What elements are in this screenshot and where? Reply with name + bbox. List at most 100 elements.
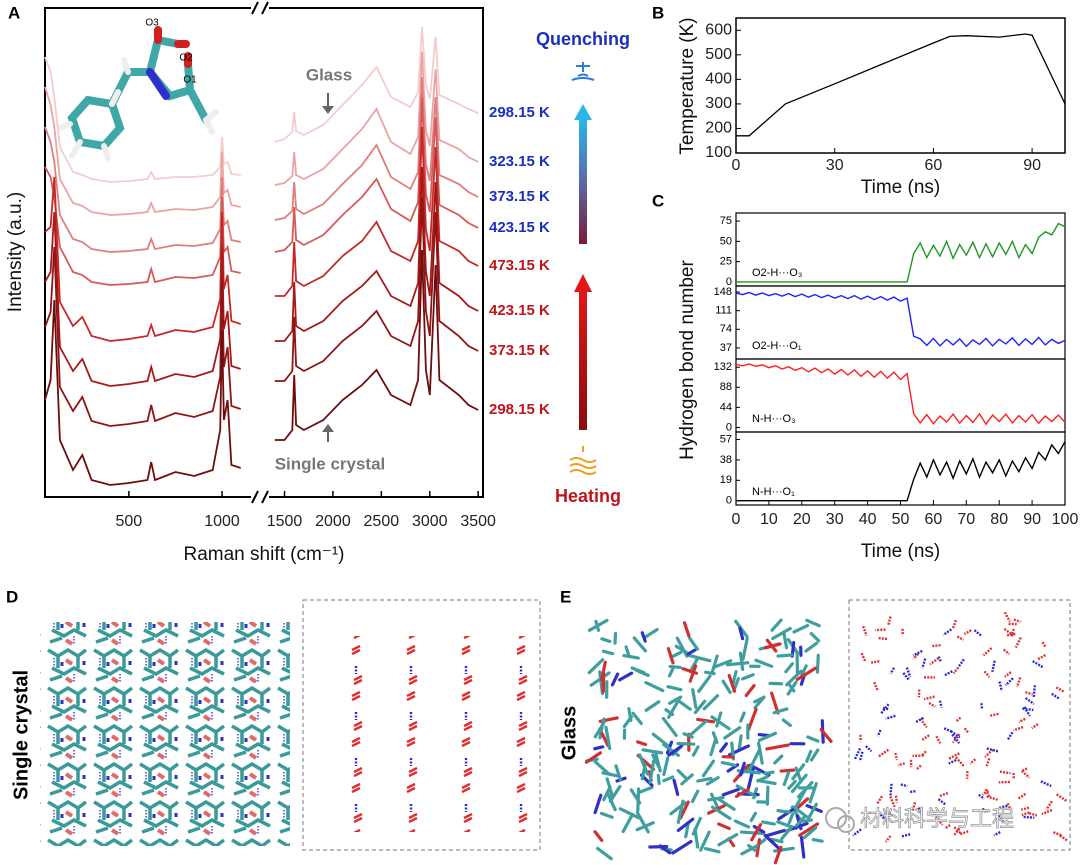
molecule-bond bbox=[702, 694, 720, 711]
molecule-inset bbox=[57, 26, 219, 161]
molecule-bond bbox=[805, 749, 813, 763]
molecule-bond bbox=[794, 814, 807, 828]
x-tick-label: 30 bbox=[826, 511, 844, 528]
molecule-bond bbox=[737, 734, 743, 752]
molecule-bond bbox=[721, 679, 732, 695]
molecule-bond bbox=[667, 744, 683, 757]
hbond-dash bbox=[934, 816, 944, 826]
hbond-dash bbox=[1036, 654, 1046, 661]
hbond-network bbox=[318, 636, 528, 832]
y-tick-label: 0 bbox=[726, 276, 732, 288]
hbond-dash bbox=[969, 758, 977, 765]
x-tick-label: 3500 bbox=[460, 513, 496, 530]
molecule-bond bbox=[791, 763, 806, 781]
hbond-dash bbox=[978, 793, 985, 800]
hbond-dash bbox=[943, 670, 953, 677]
molecule-bond bbox=[618, 807, 641, 820]
hbond-dash bbox=[956, 635, 965, 641]
molecule-bond bbox=[809, 748, 820, 762]
atom-label: O1 bbox=[183, 75, 197, 86]
hbond-dash bbox=[1017, 792, 1027, 800]
hbond-dash bbox=[894, 752, 899, 761]
molecule-bond bbox=[632, 636, 647, 653]
hbond-dash bbox=[1041, 641, 1047, 648]
molecule-bond bbox=[761, 820, 776, 826]
annotation-arrow bbox=[322, 93, 334, 442]
y-tick-label: 200 bbox=[705, 120, 732, 137]
hbond-dash bbox=[1055, 686, 1065, 693]
hbond-dash bbox=[981, 807, 989, 813]
panel-label: C bbox=[652, 191, 664, 210]
molecule-bond bbox=[667, 665, 676, 678]
molecule-bond bbox=[658, 844, 672, 855]
y-tick-label: 132 bbox=[714, 361, 732, 373]
molecule-bond bbox=[690, 789, 700, 804]
hbond-dash bbox=[1028, 812, 1038, 817]
hbond-dash bbox=[963, 727, 970, 734]
hbond-dash bbox=[997, 814, 1005, 823]
spectrum-line bbox=[44, 196, 479, 427]
hbond-dash bbox=[1003, 611, 1011, 623]
y-tick-label: 38 bbox=[720, 454, 732, 466]
hbond-dash bbox=[1059, 834, 1068, 842]
series-label: N-H···O₁ bbox=[752, 486, 795, 498]
molecule-bond bbox=[806, 735, 820, 743]
molecule-bond bbox=[773, 754, 784, 765]
molecule-bond bbox=[638, 753, 650, 776]
hbond-dash bbox=[984, 748, 994, 758]
axis-break bbox=[251, 0, 269, 506]
hbond-dash bbox=[1023, 815, 1035, 819]
hbond-dash bbox=[953, 826, 962, 835]
hbond-dash bbox=[1013, 618, 1021, 624]
molecule-bond bbox=[717, 822, 731, 831]
figure-title: Glass bbox=[558, 706, 580, 760]
series-label: 373.15 K bbox=[489, 188, 550, 205]
molecule-bond bbox=[765, 743, 790, 751]
molecule-bond bbox=[656, 773, 661, 785]
x-tick-label: 100 bbox=[1052, 511, 1079, 528]
molecule-bond bbox=[719, 742, 728, 753]
hbond-dash bbox=[1031, 723, 1039, 730]
series-label: 323.15 K bbox=[489, 153, 550, 170]
molecule-bond bbox=[773, 845, 783, 865]
hbond-dash bbox=[885, 714, 896, 720]
series-label: 423.15 K bbox=[489, 219, 550, 236]
plot-frame bbox=[735, 17, 1066, 154]
x-tick-label: 60 bbox=[925, 157, 943, 174]
hbond-dash bbox=[902, 672, 910, 681]
molecule-bond bbox=[716, 797, 736, 811]
molecule-bond bbox=[641, 748, 664, 755]
molecule-bond bbox=[676, 817, 695, 832]
hbond-dash bbox=[914, 716, 925, 724]
atom-label: O2 bbox=[179, 53, 193, 64]
x-tick-label: 2000 bbox=[315, 513, 351, 530]
molecule-bond bbox=[796, 780, 814, 799]
hbond-dash bbox=[1004, 677, 1014, 687]
molecule-bond bbox=[756, 774, 770, 783]
molecule-bond bbox=[666, 647, 675, 665]
molecule-bond bbox=[738, 651, 745, 671]
molecule-bond bbox=[710, 715, 731, 731]
molecule-bond bbox=[795, 666, 818, 681]
molecule-bond bbox=[739, 761, 746, 777]
hbond-dash bbox=[1041, 808, 1053, 816]
hbond-dash bbox=[943, 727, 953, 733]
y-tick-label: 148 bbox=[714, 286, 732, 298]
series-label: 373.15 K bbox=[489, 342, 550, 359]
molecule-bond bbox=[648, 759, 656, 784]
hbond-dash bbox=[887, 616, 892, 626]
hbond-dash bbox=[921, 734, 930, 742]
molecule-bond bbox=[805, 618, 821, 628]
hbond-dash bbox=[1024, 697, 1035, 706]
molecule-bond bbox=[669, 650, 683, 659]
series-label: 473.15 K bbox=[489, 257, 550, 274]
molecule-bond bbox=[682, 732, 694, 739]
y-tick-label: 88 bbox=[720, 381, 732, 393]
hbond-dash bbox=[955, 716, 962, 723]
hbond-dash bbox=[1004, 671, 1012, 678]
hbond-dash bbox=[1013, 725, 1024, 732]
x-tick-label: 3000 bbox=[412, 513, 448, 530]
molecule-bond bbox=[634, 668, 650, 677]
hbond-dash bbox=[944, 824, 951, 830]
